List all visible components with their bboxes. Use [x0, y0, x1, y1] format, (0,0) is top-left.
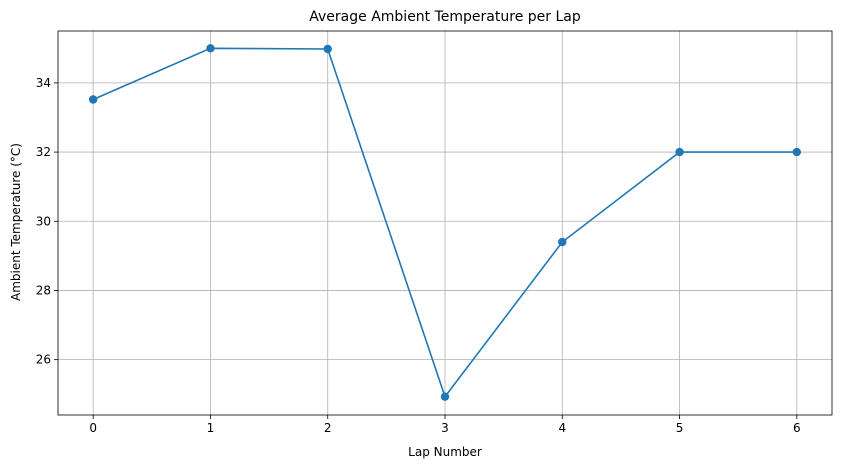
x-tick-label: 5 — [676, 421, 684, 435]
series-layer — [88, 44, 802, 401]
data-point — [792, 147, 802, 157]
data-point — [88, 95, 98, 104]
x-tick-label: 2 — [324, 421, 332, 435]
y-tick-label: 32 — [36, 145, 51, 159]
y-tick-label: 34 — [36, 76, 51, 90]
data-point — [558, 237, 567, 247]
y-tick-label: 30 — [36, 214, 51, 228]
y-tick-label: 28 — [36, 283, 51, 297]
grid-lines — [58, 31, 832, 415]
data-point — [440, 392, 450, 401]
y-axis-label: Ambient Temperature (°C) — [9, 143, 23, 301]
x-tick-label: 3 — [441, 421, 449, 435]
chart-title: Average Ambient Temperature per Lap — [309, 9, 581, 25]
data-point — [206, 44, 215, 53]
plot-frame — [57, 30, 833, 416]
x-tick-label: 4 — [558, 421, 566, 435]
x-tick-label: 1 — [207, 421, 215, 435]
data-point — [323, 44, 332, 54]
data-point — [675, 147, 684, 157]
x-tick-label: 0 — [89, 421, 97, 435]
x-tick-label: 6 — [793, 421, 801, 435]
x-axis-label: Lap Number — [408, 445, 482, 459]
y-tick-label: 26 — [36, 353, 51, 367]
